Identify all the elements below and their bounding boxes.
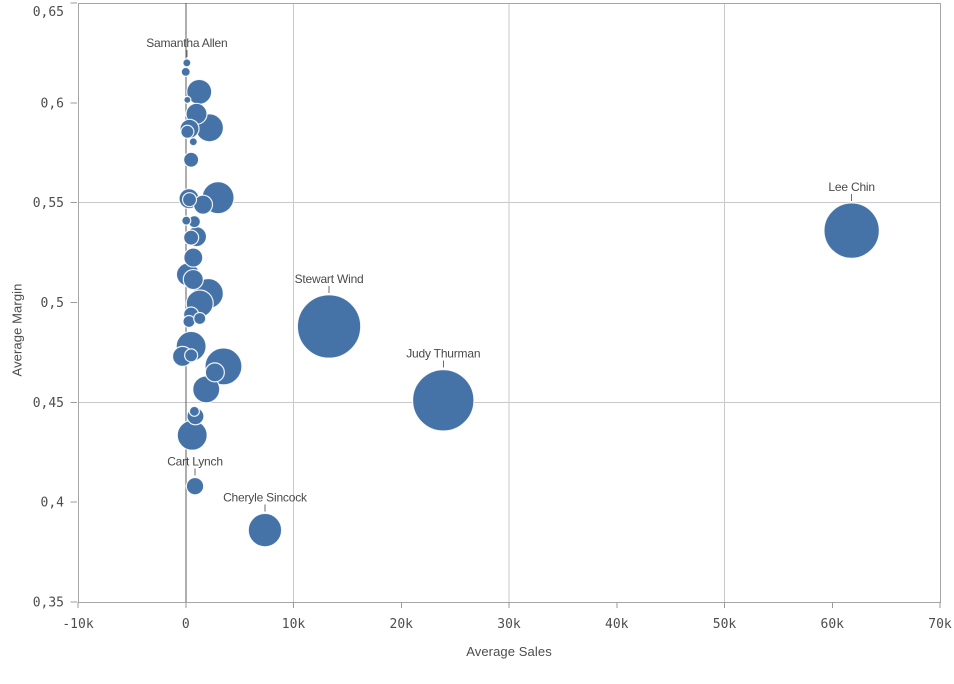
- x-tick-label: 0: [182, 617, 190, 632]
- bubble[interactable]: [823, 202, 880, 259]
- bubble-label: Cheryle Sincock: [223, 490, 308, 504]
- bubble[interactable]: [193, 311, 207, 326]
- bubble[interactable]: [185, 476, 205, 496]
- bubble[interactable]: [183, 229, 200, 246]
- bubble[interactable]: [296, 294, 362, 359]
- bubble[interactable]: [411, 369, 475, 432]
- bubble[interactable]: [182, 314, 196, 329]
- bubble[interactable]: [183, 151, 200, 168]
- bubble[interactable]: [188, 137, 198, 147]
- x-axis-title: Average Sales: [466, 644, 552, 659]
- x-tick-label: 50k: [713, 617, 737, 632]
- y-axis-title: Average Margin: [9, 283, 25, 377]
- bubble[interactable]: [182, 268, 204, 291]
- x-tick-label: 40k: [605, 617, 629, 632]
- y-tick-label: 0,45: [33, 396, 64, 411]
- bubble[interactable]: [182, 58, 192, 68]
- bubble[interactable]: [188, 405, 200, 417]
- bubble[interactable]: [181, 215, 192, 226]
- bubble[interactable]: [183, 95, 192, 104]
- bubble[interactable]: [180, 124, 195, 139]
- bubble[interactable]: [247, 512, 283, 548]
- y-tick-label: 0,6: [41, 96, 64, 111]
- x-tick-label: 10k: [282, 617, 306, 632]
- bubble-label: Stewart Wind: [295, 272, 364, 286]
- bubble[interactable]: [184, 348, 199, 363]
- bubble[interactable]: [183, 247, 204, 268]
- x-tick-label: 70k: [928, 617, 952, 632]
- bubble[interactable]: [180, 66, 191, 77]
- x-tick-label: 30k: [497, 617, 521, 632]
- y-tick-label: 0,35: [33, 596, 64, 611]
- bubble-label: Samantha Allen: [146, 36, 227, 50]
- y-tick-label: 0,5: [41, 296, 64, 311]
- y-tick-label: 0,4: [41, 496, 65, 511]
- bubble[interactable]: [181, 192, 198, 208]
- x-tick-label: -10k: [62, 617, 93, 632]
- bubble-label: Judy Thurman: [406, 347, 480, 361]
- bubble-label: Lee Chin: [828, 180, 874, 194]
- x-tick-label: 60k: [821, 617, 845, 632]
- bubble[interactable]: [204, 362, 225, 383]
- x-tick-label: 20k: [390, 617, 414, 632]
- y-tick-label: 0,55: [33, 196, 64, 211]
- bubble-label: Cart Lynch: [167, 454, 223, 468]
- y-tick-label: 0,65: [33, 5, 64, 20]
